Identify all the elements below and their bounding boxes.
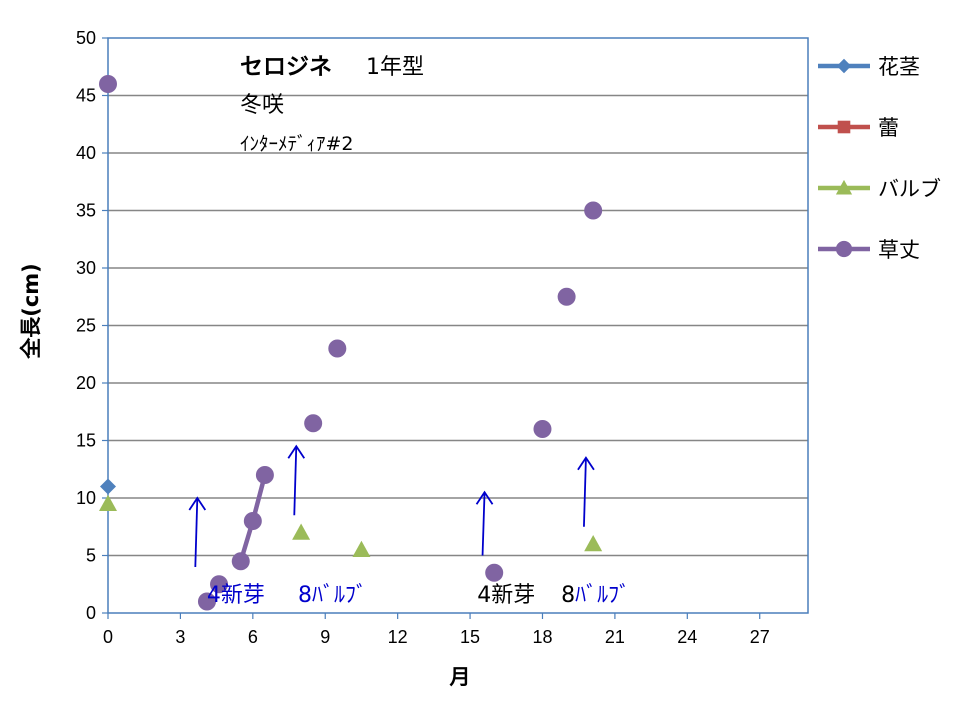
annotation-label: 8ﾊﾞﾙﾌﾞ — [298, 583, 367, 608]
y-tick-label: 30 — [76, 258, 96, 278]
x-tick-label: 24 — [677, 627, 697, 647]
legend-marker — [837, 120, 851, 134]
data-point-circle — [210, 575, 229, 594]
x-tick-label: 15 — [460, 627, 480, 647]
data-point-circle — [557, 287, 576, 306]
x-tick-label: 27 — [750, 627, 770, 647]
arrow-head — [188, 496, 207, 511]
legend-item: 草丈 — [818, 238, 920, 262]
annotation-text-part: ﾊﾞﾙﾌﾞ — [575, 583, 630, 608]
data-point-circle — [255, 466, 274, 484]
arrow-head — [475, 490, 494, 505]
data-point-triangle — [352, 540, 371, 557]
legend-marker — [836, 58, 852, 74]
x-tick-label: 6 — [248, 627, 258, 647]
y-tick-label: 5 — [86, 546, 96, 566]
legend-item: 蕾 — [818, 116, 899, 140]
x-axis-ticks: 0 3 6 9 12 15 18 21 24 27 — [103, 613, 770, 647]
gridlines — [108, 94, 808, 557]
annotation-text-part: 4新芽 — [477, 583, 535, 608]
chart-title-type: 1年型 — [366, 55, 424, 80]
x-tick-label: 3 — [175, 627, 185, 647]
y-tick-label: 0 — [86, 603, 96, 623]
arrow-shaft — [293, 446, 298, 516]
y-axis-ticks: 0 5 10 15 20 25 30 35 40 45 50 — [76, 28, 108, 623]
data-point-circle — [328, 339, 347, 358]
chart-title-name: セロジネ — [240, 54, 332, 80]
annotation-text-part: 8ﾊﾞﾙﾌﾞ — [298, 583, 367, 608]
y-tick-label: 10 — [76, 488, 96, 508]
data-point-circle — [533, 420, 552, 438]
legend-label: バルブ — [878, 177, 941, 201]
data-point-triangle — [292, 523, 311, 540]
x-tick-label: 9 — [320, 627, 330, 647]
data-point-circle — [99, 75, 117, 93]
chart-title-variety: ｲﾝﾀｰﾒﾃﾞｨｱ#2 — [240, 133, 354, 155]
y-tick-label: 25 — [76, 316, 96, 336]
series-0 — [100, 478, 116, 495]
y-tick-label: 45 — [76, 86, 96, 106]
chart-title-season: 冬咲 — [240, 93, 284, 118]
annotation-label: 4新芽 — [477, 583, 535, 608]
growth-arrows — [188, 444, 595, 568]
data-point-circle — [304, 414, 323, 433]
arrow-shaft — [583, 457, 587, 527]
legend-label: 蕾 — [878, 116, 899, 140]
arrow-shaft — [194, 497, 199, 568]
data-point-triangle — [584, 535, 603, 552]
growth-arrow — [188, 496, 207, 568]
arrow-shaft — [481, 492, 486, 556]
legend-item: 花茎 — [818, 55, 920, 79]
data-point-circle — [243, 512, 262, 530]
growth-arrow — [287, 444, 306, 516]
legend-label: 花茎 — [878, 55, 920, 79]
series-2 — [99, 494, 603, 557]
arrow-head — [287, 444, 306, 459]
x-tick-label: 0 — [103, 627, 113, 647]
chart-title: セロジネ 1年型 冬咲 ｲﾝﾀｰﾒﾃﾞｨｱ#2 — [240, 54, 424, 155]
data-point-circle — [584, 201, 603, 220]
annotation-text-part: 8 — [561, 583, 575, 608]
legend-marker — [835, 179, 853, 195]
arrow-head — [577, 456, 595, 471]
annotation-label: 4新芽 — [207, 583, 265, 608]
legend-label: 草丈 — [878, 238, 920, 262]
data-point-circle — [197, 592, 216, 611]
y-tick-label: 15 — [76, 431, 96, 451]
y-tick-label: 20 — [76, 373, 96, 393]
x-axis-title: 月 — [449, 665, 471, 689]
data-point-diamond — [100, 478, 116, 495]
annotation-text-part: 4新芽 — [207, 583, 265, 608]
y-tick-label: 40 — [76, 143, 96, 163]
growth-arrow — [577, 456, 595, 527]
data-point-triangle — [99, 494, 117, 511]
y-axis-title: 全長(cm) — [19, 263, 43, 360]
series-3 — [99, 75, 603, 611]
data-point-circle — [231, 552, 250, 571]
data-series — [99, 75, 603, 611]
data-point-circle — [485, 563, 504, 582]
annotation-label: 8ﾊﾞﾙﾌﾞ — [561, 583, 630, 608]
x-tick-label: 21 — [605, 627, 625, 647]
legend-item: バルブ — [818, 177, 941, 201]
annotations: 4新芽 8ﾊﾞﾙﾌﾞ 4新芽 8ﾊﾞﾙﾌﾞ — [207, 583, 630, 608]
growth-arrow — [475, 490, 494, 556]
x-tick-label: 12 — [388, 627, 408, 647]
legend-marker — [835, 240, 853, 258]
x-tick-label: 18 — [532, 627, 552, 647]
y-tick-label: 35 — [76, 201, 96, 221]
y-tick-label: 50 — [76, 28, 96, 48]
